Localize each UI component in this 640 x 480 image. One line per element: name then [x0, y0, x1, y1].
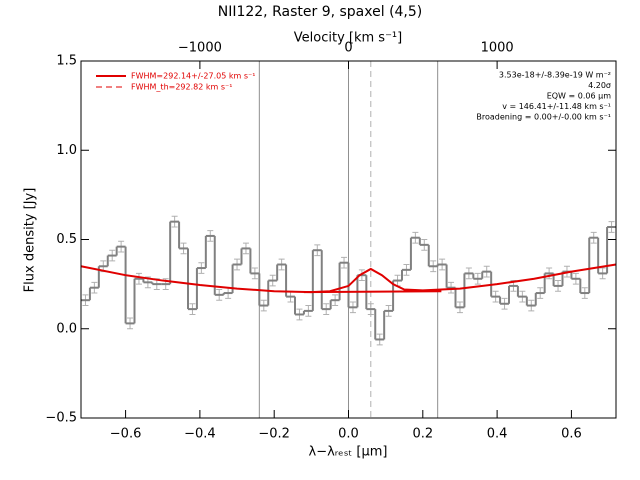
legend-label: FWHM_th=292.82 km s⁻¹	[131, 83, 232, 92]
x2-tick-label: 0	[344, 41, 352, 56]
x2-tick-label: −1000	[178, 41, 222, 56]
y-axis-label: Flux density [Jy]	[23, 188, 38, 293]
x-tick-label: −0.6	[110, 427, 142, 442]
chart-title: NII122, Raster 9, spaxel (4,5)	[218, 4, 423, 20]
y-tick-label: −0.5	[45, 411, 77, 426]
annotation: 3.53e-18+/-8.39e-19 W m⁻²	[499, 71, 611, 80]
fit-line	[80, 263, 617, 294]
y-tick-label: 0.0	[56, 321, 77, 336]
x2-tick-label: 1000	[481, 41, 514, 56]
x-tick-label: 0.4	[487, 427, 508, 442]
x-tick-label: 0.2	[412, 427, 433, 442]
legend-label: FWHM=292.14+/-27.05 km s⁻¹	[131, 72, 255, 81]
x2-axis-label: Velocity [km s⁻¹]	[294, 31, 402, 46]
annotation: Broadening = 0.00+/-0.00 km s⁻¹	[476, 113, 611, 122]
x-axis-label: λ−λᵣₑₛₜ [μm]	[309, 445, 388, 460]
x-tick-label: 0.6	[561, 427, 582, 442]
y-tick-label: 1.0	[56, 143, 77, 158]
annotation: v = 146.41+/-11.48 km s⁻¹	[502, 102, 611, 111]
y-tick-label: 1.5	[56, 54, 77, 69]
annotation: 4.20σ	[588, 81, 611, 90]
x-tick-label: 0.0	[338, 427, 359, 442]
y-tick-label: 0.5	[56, 232, 77, 247]
x-tick-label: −0.4	[184, 427, 216, 442]
annotation: EQW = 0.06 μm	[547, 92, 611, 101]
x-tick-label: −0.2	[258, 427, 290, 442]
